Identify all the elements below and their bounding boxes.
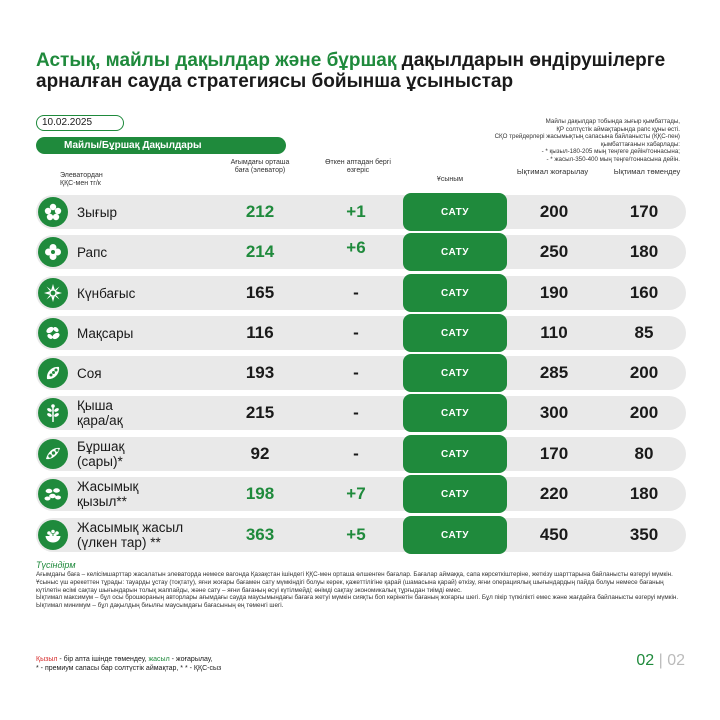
weekly-change: - [353,283,359,302]
avg-price: 165 [245,283,275,302]
page-total: 02 [667,652,685,669]
sell-recommendation-button[interactable]: САТУ [403,193,507,231]
lentil-grains-icon [38,479,68,509]
avg-price: 198 [245,484,275,503]
table-row: Соя 193 - САТУ 285 200 [36,354,686,392]
crop-name: Рапс [77,244,108,260]
soybean-pod-icon [38,358,68,388]
avg-price: 212 [245,202,275,221]
title-rest: дақылдарын өндірушілерге арналған сауда … [36,50,666,92]
crop-name: Зығыр [77,204,117,220]
footnote-green-word: жасыл [148,656,170,663]
sunflower-icon [38,278,68,308]
section-header: Майлы/Бұршақ Дақылдары [36,137,286,154]
likely-low: 200 [629,363,659,382]
lentil-bowl-icon [38,520,68,550]
header-elevator: Элеватордан ҚҚС-мен тг/к [60,172,103,187]
pea-pod-icon [38,439,68,469]
footnote-green-rest: - жоғарылау, [169,656,213,663]
weekly-change: - [353,363,359,382]
likely-low: 200 [629,403,659,422]
crop-name: Күнбағыс [77,285,136,301]
likely-high: 170 [539,444,569,463]
page-separator: | [658,652,663,669]
weekly-change: - [353,323,359,342]
page-current: 02 [636,652,655,669]
weekly-change: +1 [346,202,366,221]
likely-low: 80 [634,444,654,463]
safflower-icon [38,318,68,348]
header-recommendation: Ұсыным [436,176,464,183]
footnote: Қызыл - бір апта ішінде төмендеу, жасыл … [36,655,221,673]
weekly-change: - [353,403,359,422]
likely-low: 180 [629,242,659,261]
crop-name: Бұршақ (сары)* [77,439,125,469]
avg-price: 215 [245,403,275,422]
header-change: Өткен аптадан бергі өзгеріс [325,159,391,174]
crop-name: Жасымық қызыл** [77,479,139,509]
likely-high: 285 [539,363,569,382]
weekly-change: +6 [346,238,366,257]
page-number: 02 | 02 [636,652,685,670]
footnote-line2: * - премиум сапасы бар солтүстік аймақта… [36,665,222,672]
weekly-change: +7 [346,484,366,503]
table-row: Бұршақ (сары)* 92 - САТУ 170 80 [36,435,686,473]
table-row: Жасымық жасыл (үлкен тар) ** 363 +5 САТУ 450… [36,516,686,554]
avg-price: 116 [246,323,274,342]
crop-name: Мақсары [77,325,134,341]
avg-price: 92 [250,444,270,463]
likely-low: 180 [629,484,659,503]
footnote-red-rest: - бір апта ішінде төмендеу, [57,656,149,663]
sell-recommendation-button[interactable]: САТУ [403,274,507,312]
sell-recommendation-button[interactable]: САТУ [403,233,507,271]
table-row: Күнбағыс 165 - САТУ 190 160 [36,274,686,312]
sell-recommendation-button[interactable]: САТУ [403,394,507,432]
sell-recommendation-button[interactable]: САТУ [403,354,507,392]
header-likely-low: Ықтимал төмендеу [613,167,681,176]
legend-title: Түсіндірм [36,560,76,570]
mustard-plant-icon [38,398,68,428]
weekly-change: - [353,444,359,463]
table-row: Мақсары 116 - САТУ 110 85 [36,314,686,352]
table-row: Рапс 214 +6 САТУ 250 180 [36,233,686,271]
likely-high: 300 [539,403,569,422]
sell-recommendation-button[interactable]: САТУ [403,314,507,352]
avg-price: 363 [245,525,275,544]
likely-low: 350 [629,525,659,544]
likely-low: 170 [629,202,659,221]
likely-high: 450 [539,525,569,544]
likely-high: 110 [540,323,568,342]
flax-flower-icon [38,197,68,227]
table-row: Зығыр 212 +1 САТУ 200 170 [36,193,686,231]
likely-high: 200 [539,202,569,221]
sell-recommendation-button[interactable]: САТУ [403,475,507,513]
date-badge: 10.02.2025 [36,115,124,131]
likely-low: 160 [629,283,659,302]
header-likely-high: Ықтимал жоғарылау [516,167,589,176]
market-note: Майлы дақылдар тобында зығыр қымбаттады,… [494,118,680,163]
sell-recommendation-button[interactable]: САТУ [403,516,507,554]
sell-recommendation-button[interactable]: САТУ [403,435,507,473]
title-highlight: Астық, майлы дақылдар және бұршақ [36,50,397,71]
weekly-change: +5 [346,525,366,544]
avg-price: 214 [245,242,275,261]
crop-name: Қыша қара/ақ [77,398,123,428]
header-avg-price: Ағымдағы орташа баға (элеватор) [230,159,290,174]
likely-high: 190 [539,283,569,302]
likely-high: 220 [539,484,569,503]
table-row: Жасымық қызыл** 198 +7 САТУ 220 180 [36,475,686,513]
rapeseed-flower-icon [38,237,68,267]
footnote-red-word: Қызыл [36,656,58,663]
crop-name: Соя [77,365,102,381]
legend-text: Ағымдағы баға – келісімшарттар жасалатын… [36,571,679,610]
page-title: Астық, майлы дақылдар және бұршақ дақылд… [36,50,676,92]
avg-price: 193 [245,363,275,382]
table-row: Қыша қара/ақ 215 - САТУ 300 200 [36,394,686,432]
crop-name: Жасымық жасыл (үлкен тар) ** [77,520,184,550]
likely-high: 250 [539,242,569,261]
likely-low: 85 [634,323,654,342]
